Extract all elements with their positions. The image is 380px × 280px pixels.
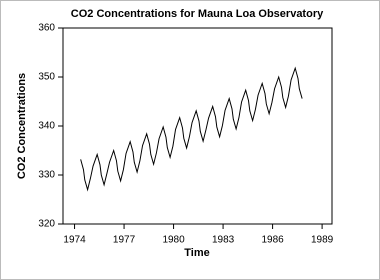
y-tick-label: 320 (38, 219, 55, 230)
y-tick-label: 330 (38, 170, 55, 181)
x-tick-label: 1986 (261, 235, 284, 246)
x-tick-label: 1983 (212, 235, 235, 246)
x-tick-label: 1980 (162, 235, 185, 246)
y-tick-label: 360 (38, 23, 55, 34)
data-line (80, 66, 303, 192)
x-tick-label: 1977 (113, 235, 136, 246)
y-tick-label: 350 (38, 72, 55, 83)
chart-title: CO2 Concentrations for Mauna Loa Observa… (71, 8, 324, 20)
x-axis-label: Time (184, 247, 209, 259)
x-tick-label: 1974 (63, 235, 86, 246)
x-tick-label: 1989 (311, 235, 334, 246)
y-tick-label: 340 (38, 121, 55, 132)
y-axis-label: CO2 Concentrations (16, 73, 28, 179)
